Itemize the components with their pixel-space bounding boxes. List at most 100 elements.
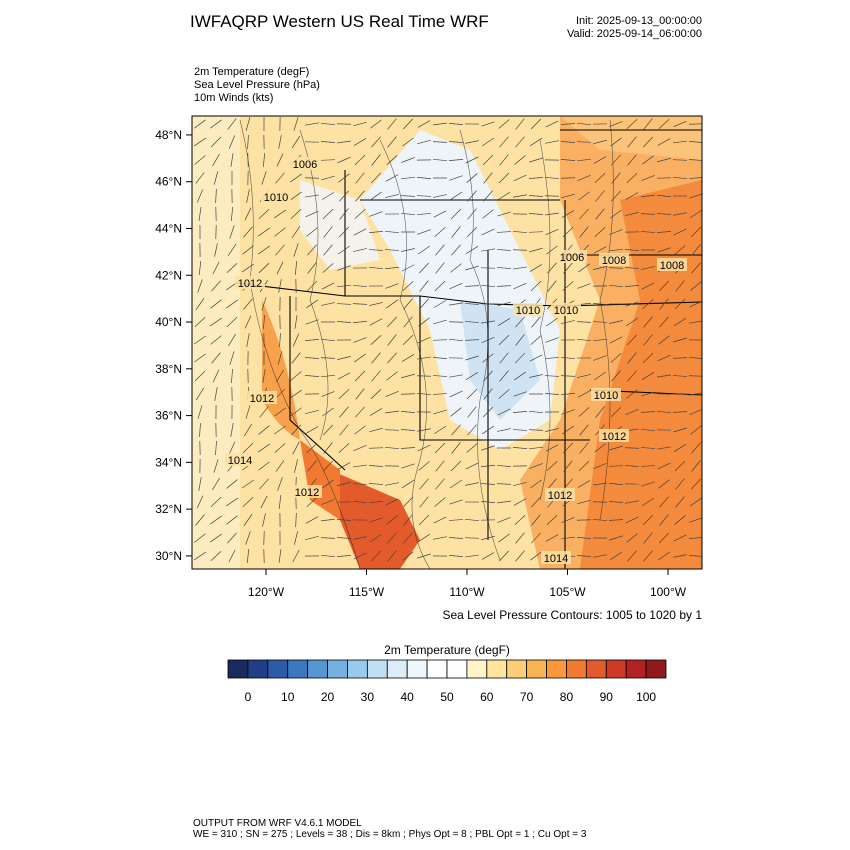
wind-barb [386, 299, 398, 309]
wind-barb [513, 391, 527, 397]
wind-barb [609, 320, 623, 324]
wind-barb [370, 335, 382, 345]
wind-barb [624, 249, 640, 251]
colorbar-tick-label: 90 [600, 690, 614, 704]
wind-barb [593, 139, 607, 145]
wind-barb [514, 371, 526, 381]
map-frame [191, 115, 703, 570]
wind-barb [498, 389, 510, 399]
wind-barb [434, 442, 446, 454]
wind-barb [674, 298, 686, 310]
wind-barb [627, 550, 637, 562]
wind-barb [418, 262, 430, 274]
wind-barb [547, 280, 557, 292]
wind-barb [320, 537, 336, 539]
wind-barb [194, 335, 206, 345]
wind-barb [656, 213, 672, 215]
wind-barb [512, 411, 528, 413]
contour-label: 1008 [660, 260, 684, 272]
wind-barb [625, 516, 639, 524]
wind-barb [306, 227, 318, 237]
colorbar-box [486, 659, 508, 679]
wind-barb [562, 226, 574, 238]
wind-barb [641, 481, 655, 487]
wind-barb [642, 155, 654, 165]
wind-barb [294, 459, 298, 473]
wind-barb [594, 227, 606, 237]
wind-barb [576, 122, 592, 126]
wind-barb [626, 334, 638, 346]
wind-barb [323, 424, 333, 436]
wind-barb [643, 550, 653, 562]
wind-barb [530, 335, 542, 345]
wind-barb [448, 555, 464, 557]
contour-label: 1012 [548, 490, 572, 502]
wind-barb [196, 387, 204, 401]
wind-barb [228, 549, 236, 563]
contour-label: 1010 [264, 192, 288, 204]
wind-barb [497, 211, 511, 217]
wind-barb [546, 461, 558, 471]
wind-barb [609, 551, 623, 561]
wind-barb [353, 228, 367, 236]
wind-barb [529, 157, 543, 163]
contour-label: 1006 [560, 252, 584, 264]
wind-barb [355, 172, 365, 184]
wind-barb [304, 357, 320, 359]
wind-barb [657, 374, 671, 378]
y-tick-label: 38°N [155, 362, 182, 376]
wind-barb [466, 388, 478, 400]
wind-barb [293, 243, 299, 257]
wind-barb [246, 549, 250, 563]
wind-barb [353, 536, 367, 540]
wind-barb [400, 393, 416, 395]
wind-barb [368, 266, 384, 270]
wind-barb [321, 175, 335, 181]
wind-barb [242, 479, 254, 489]
wind-barb [593, 554, 607, 558]
wind-barb [401, 157, 415, 163]
wind-barb [689, 408, 702, 416]
wind-barb [626, 173, 638, 183]
wind-barb [403, 316, 413, 328]
wind-barb [401, 479, 415, 489]
contour-label-bg [545, 488, 575, 501]
wind-barb [432, 393, 448, 395]
wind-barb [384, 429, 400, 431]
y-tick-label: 44°N [155, 221, 182, 235]
contour-label-bg [599, 429, 629, 442]
colorbar-tick-label: 100 [636, 690, 656, 704]
wind-barb [627, 352, 637, 364]
wind-barb [294, 260, 298, 276]
wind-barb [464, 339, 480, 341]
wind-barb [672, 176, 688, 180]
wind-barb [560, 141, 576, 143]
wind-barb [401, 463, 415, 469]
wind-barb [305, 210, 319, 218]
contour-label: 1010 [594, 390, 618, 402]
wind-barb [657, 462, 671, 470]
wind-barb [641, 194, 655, 198]
wind-barb [433, 122, 447, 126]
wind-barb [369, 230, 383, 234]
wind-barb [643, 316, 653, 328]
wind-barb [448, 519, 464, 521]
wind-barb [529, 247, 543, 253]
wind-barb [466, 443, 478, 453]
wind-barb [434, 497, 446, 507]
wind-barb [561, 409, 575, 415]
wind-barb [338, 245, 350, 255]
wind-barb [497, 500, 511, 504]
wind-barb [198, 261, 202, 275]
wind-barb [496, 285, 512, 287]
wind-barb [627, 370, 637, 382]
wind-barb [320, 554, 336, 558]
wind-barb [465, 246, 479, 254]
wind-barb [577, 374, 591, 378]
wind-barb [547, 262, 557, 274]
wind-barb [387, 136, 397, 148]
wind-barb [401, 248, 415, 252]
wind-barb [337, 140, 351, 144]
wind-barb [306, 497, 318, 507]
wind-barb [608, 519, 624, 521]
